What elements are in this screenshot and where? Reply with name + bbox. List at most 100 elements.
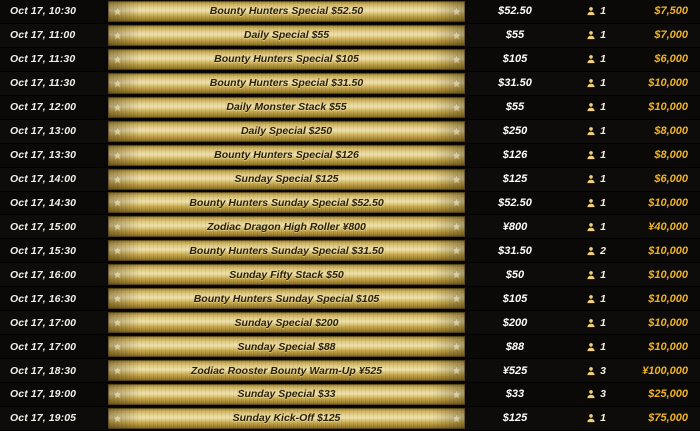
row-name-cell[interactable]: Daily Monster Stack $55 [108, 96, 465, 119]
star-icon-right [447, 126, 465, 137]
row-name-cell[interactable]: Sunday Kick-Off $125 [108, 407, 465, 430]
table-row[interactable]: Oct 17, 19:05 Sunday Kick-Off $125 $125 [0, 406, 700, 431]
tournament-gold-bar[interactable]: Sunday Fifty Stack $50 [108, 264, 465, 286]
row-name-cell[interactable]: Bounty Hunters Special $31.50 [108, 72, 465, 95]
tournament-gold-bar[interactable]: Sunday Special $125 [108, 168, 465, 190]
player-icon [586, 270, 596, 280]
tournament-gold-bar[interactable]: Zodiac Dragon High Roller ¥800 [108, 216, 465, 238]
star-icon-right [447, 78, 465, 89]
row-players-count: 1 [600, 101, 606, 114]
row-buyin: $55 [505, 101, 525, 114]
table-row[interactable]: Oct 17, 15:30 Bounty Hunters Sunday Spec… [0, 239, 700, 264]
row-time: Oct 17, 11:30 [10, 53, 76, 66]
table-row[interactable]: Oct 17, 15:00 Zodiac Dragon High Roller … [0, 215, 700, 240]
table-row[interactable]: Oct 17, 19:00 Sunday Special $33 $33 [0, 383, 700, 407]
tournament-name: Sunday Special $125 [234, 173, 339, 186]
star-icon-left [108, 30, 126, 41]
row-buyin: $50 [505, 268, 525, 281]
table-row[interactable]: Oct 17, 14:30 Bounty Hunters Sunday Spec… [0, 191, 700, 216]
star-icon-right [447, 54, 465, 65]
tournament-gold-bar[interactable]: Sunday Special $88 [108, 336, 465, 358]
row-name-cell[interactable]: Daily Special $55 [108, 24, 465, 47]
table-row[interactable]: Oct 17, 13:30 Bounty Hunters Special $12… [0, 143, 700, 168]
row-name-cell[interactable]: Sunday Special $200 [108, 311, 465, 334]
table-row[interactable]: Oct 17, 16:00 Sunday Fifty Stack $50 $50 [0, 263, 700, 288]
row-name-cell[interactable]: Zodiac Dragon High Roller ¥800 [108, 215, 465, 238]
tournament-gold-bar[interactable]: Daily Special $55 [108, 24, 465, 46]
player-icon [586, 389, 596, 399]
row-name-cell[interactable]: Bounty Hunters Special $52.50 [108, 0, 465, 23]
star-icon-left [108, 102, 126, 113]
star-icon-left [108, 6, 126, 17]
star-icon-right [447, 197, 465, 208]
table-row[interactable]: Oct 17, 11:00 Daily Special $55 $55 [0, 23, 700, 48]
row-name-cell[interactable]: Bounty Hunters Sunday Special $52.50 [108, 192, 465, 215]
star-icon-left [108, 245, 126, 256]
tournament-gold-bar[interactable]: Bounty Hunters Sunday Special $52.50 [108, 192, 465, 214]
tournament-gold-bar[interactable]: Bounty Hunters Special $105 [108, 48, 465, 70]
tournament-name: Bounty Hunters Sunday Special $105 [193, 292, 380, 305]
table-row[interactable]: Oct 17, 10:30 Bounty Hunters Special $52… [0, 0, 700, 24]
row-prize-pool: $10,000 [648, 196, 688, 209]
row-players-count: 1 [600, 316, 606, 329]
table-row[interactable]: Oct 17, 13:00 Daily Special $250 $250 [0, 119, 700, 144]
tournament-gold-bar[interactable]: Bounty Hunters Sunday Special $105 [108, 288, 465, 310]
table-row[interactable]: Oct 17, 17:00 Sunday Special $200 $200 [0, 311, 700, 336]
tournament-gold-bar[interactable]: Daily Special $250 [108, 120, 465, 142]
tournament-name: Sunday Fifty Stack $50 [229, 268, 344, 281]
tournament-gold-bar[interactable]: Bounty Hunters Special $31.50 [108, 72, 465, 94]
table-row[interactable]: Oct 17, 11:30 Bounty Hunters Special $31… [0, 71, 700, 96]
row-name-cell[interactable]: Sunday Special $125 [108, 168, 465, 191]
star-icon-left [108, 341, 126, 352]
row-prize-pool: $7,000 [654, 29, 688, 42]
star-icon-right [447, 365, 465, 376]
tournament-name: Bounty Hunters Special $52.50 [209, 5, 364, 18]
table-row[interactable]: Oct 17, 16:30 Bounty Hunters Sunday Spec… [0, 287, 700, 312]
tournament-gold-bar[interactable]: Bounty Hunters Special $126 [108, 144, 465, 166]
table-row[interactable]: Oct 17, 12:00 Daily Monster Stack $55 $5… [0, 95, 700, 120]
tournament-gold-bar[interactable]: Bounty Hunters Special $52.50 [108, 0, 465, 22]
row-name-cell[interactable]: Sunday Special $88 [108, 335, 465, 358]
row-prize-pool: $6,000 [654, 53, 688, 66]
row-name-cell[interactable]: Daily Special $250 [108, 120, 465, 143]
row-name-cell[interactable]: Sunday Fifty Stack $50 [108, 263, 465, 286]
row-name-cell[interactable]: Bounty Hunters Sunday Special $31.50 [108, 239, 465, 262]
row-players-cell: 1 [565, 101, 627, 113]
row-prize-pool: $10,000 [648, 340, 688, 353]
row-buyin: $126 [502, 149, 528, 162]
tournament-gold-bar[interactable]: Zodiac Rooster Bounty Warm-Up ¥525 [108, 360, 465, 382]
star-icon-left [108, 365, 126, 376]
table-row[interactable]: Oct 17, 14:00 Sunday Special $125 $125 [0, 167, 700, 192]
player-icon [586, 54, 596, 64]
tournament-gold-bar[interactable]: Bounty Hunters Sunday Special $31.50 [108, 240, 465, 262]
row-players-count: 1 [600, 149, 606, 162]
table-row[interactable]: Oct 17, 17:00 Sunday Special $88 $88 [0, 335, 700, 360]
tournament-gold-bar[interactable]: Daily Monster Stack $55 [108, 96, 465, 118]
row-buyin: $250 [502, 125, 528, 138]
row-players-cell: 1 [565, 5, 627, 17]
row-name-cell[interactable]: Bounty Hunters Special $126 [108, 144, 465, 167]
row-name-cell[interactable]: Bounty Hunters Special $105 [108, 48, 465, 71]
player-icon [586, 413, 596, 423]
table-row[interactable]: Oct 17, 18:30 Zodiac Rooster Bounty Warm… [0, 359, 700, 383]
row-buyin: $31.50 [498, 244, 532, 257]
row-name-cell[interactable]: Sunday Special $33 [108, 383, 465, 406]
row-name-cell[interactable]: Bounty Hunters Sunday Special $105 [108, 287, 465, 310]
row-prize-pool: $10,000 [648, 316, 688, 329]
player-icon [586, 222, 596, 232]
row-time: Oct 17, 13:00 [10, 125, 77, 138]
star-icon-right [447, 30, 465, 41]
tournament-gold-bar[interactable]: Sunday Special $33 [108, 383, 465, 405]
row-players-count: 3 [600, 388, 606, 401]
row-players-cell: 1 [565, 317, 627, 329]
tournament-gold-bar[interactable]: Sunday Kick-Off $125 [108, 407, 465, 429]
table-row[interactable]: Oct 17, 11:30 Bounty Hunters Special $10… [0, 47, 700, 72]
star-icon-right [447, 6, 465, 17]
tournament-name: Bounty Hunters Sunday Special $31.50 [189, 244, 384, 257]
row-buyin: $88 [505, 340, 525, 353]
tournament-name: Bounty Hunters Sunday Special $52.50 [189, 196, 384, 209]
star-icon-left [108, 174, 126, 185]
tournament-gold-bar[interactable]: Sunday Special $200 [108, 312, 465, 334]
row-name-cell[interactable]: Zodiac Rooster Bounty Warm-Up ¥525 [108, 359, 465, 382]
